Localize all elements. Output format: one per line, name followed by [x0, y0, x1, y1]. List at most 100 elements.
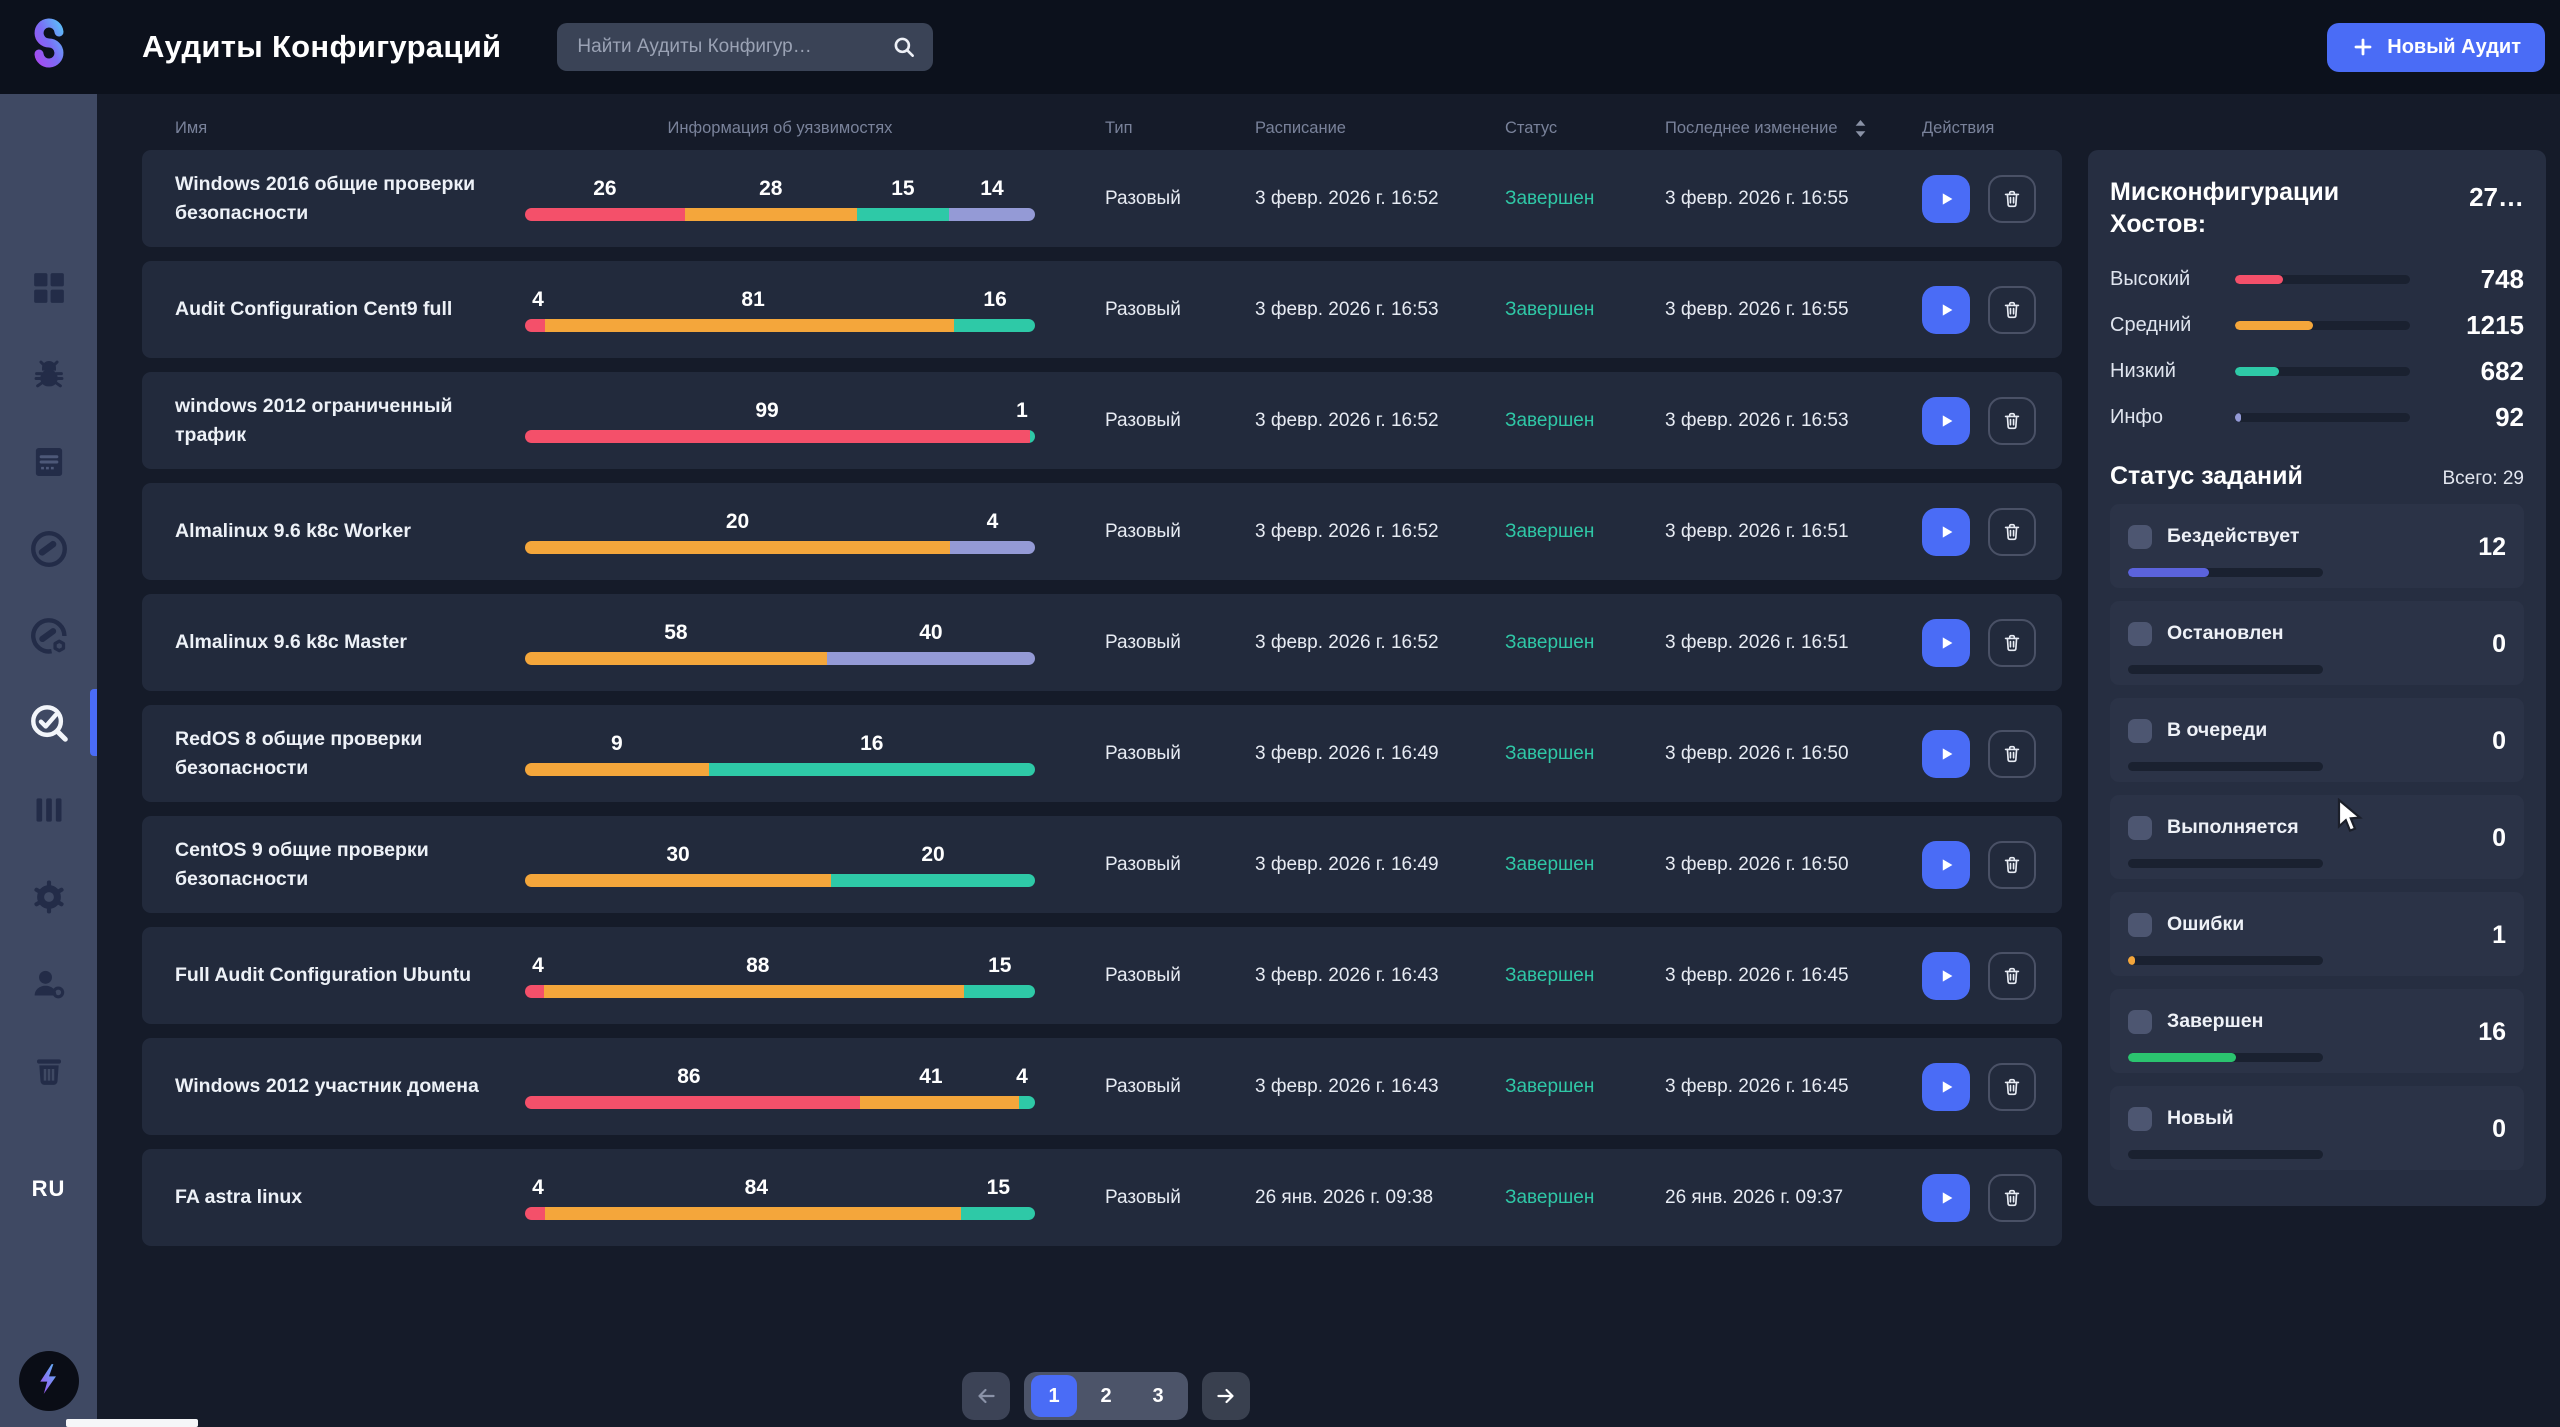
status-count: 12 [2478, 533, 2506, 561]
status-checkbox[interactable] [2128, 815, 2152, 840]
vuln-bar-segment-medium [859, 1095, 1020, 1109]
sidebar-item-users[interactable] [0, 940, 97, 1027]
vulnerability-bar: 4 88 15 [525, 954, 1035, 998]
delete-audit-button[interactable] [1988, 396, 2036, 445]
page-button-3[interactable]: 3 [1132, 1375, 1184, 1417]
task-status-card: В очереди 0 [2110, 698, 2524, 782]
sidebar-item-scan-disc[interactable] [0, 505, 97, 592]
table-row[interactable]: Full Audit Configuration Ubuntu 4 88 15 Ра… [142, 927, 2062, 1024]
delete-audit-button[interactable] [1988, 507, 2036, 556]
delete-audit-button[interactable] [1988, 618, 2036, 667]
audit-schedule: 3 февр. 2026 г. 16:52 [1255, 409, 1439, 431]
delete-audit-button[interactable] [1988, 840, 2036, 889]
status-bar-track [2128, 1052, 2323, 1062]
run-audit-button[interactable] [1922, 1173, 1970, 1222]
table-row[interactable]: Windows 2012 участник домена 86 41 4 Разов… [142, 1038, 2062, 1135]
status-bar-track [2128, 664, 2323, 674]
vulnerability-bar: 86 41 4 [525, 1065, 1035, 1109]
misconfig-row: Низкий 682 [2110, 348, 2524, 394]
app-logo[interactable] [0, 0, 97, 94]
table-row[interactable]: Windows 2016 общие проверки безопасности… [142, 150, 2062, 247]
sidebar-item-config-audits-check[interactable] [0, 679, 97, 766]
sidebar-item-dashboard[interactable] [0, 244, 97, 331]
status-count: 0 [2492, 727, 2506, 755]
status-label: Остановлен [2167, 622, 2284, 645]
sidebar-item-settings-gear[interactable] [0, 853, 97, 940]
sort-icon[interactable] [1854, 119, 1867, 138]
status-checkbox[interactable] [2128, 524, 2152, 549]
vuln-count-high: 4 [532, 953, 544, 977]
run-audit-button[interactable] [1922, 618, 1970, 667]
table-row[interactable]: Audit Configuration Cent9 full 4 81 16 Раз… [142, 261, 2062, 358]
sidebar-item-trash[interactable] [0, 1027, 97, 1114]
col-header-schedule: Расписание [1255, 118, 1346, 137]
sidebar-item-scan-settings[interactable] [0, 592, 97, 679]
run-audit-button[interactable] [1922, 1062, 1970, 1111]
new-audit-button[interactable]: Новый Аудит [2327, 22, 2545, 72]
play-icon [1935, 410, 1957, 432]
page-button-1[interactable]: 1 [1031, 1375, 1077, 1417]
run-audit-button[interactable] [1922, 174, 1970, 223]
vuln-count-info: 14 [980, 176, 1004, 200]
search-input[interactable] [577, 36, 892, 58]
page-button-2[interactable]: 2 [1080, 1375, 1132, 1417]
audit-type: Разовый [1105, 631, 1181, 653]
sidebar-item-columns[interactable] [0, 766, 97, 853]
users-icon [28, 963, 70, 1005]
table-row[interactable]: FA astra linux 4 84 15 Разовый 26 янв. 202… [142, 1149, 2062, 1246]
status-checkbox[interactable] [2128, 1106, 2152, 1131]
delete-audit-button[interactable] [1988, 729, 2036, 778]
status-count: 16 [2478, 1018, 2506, 1046]
vuln-count-medium: 30 [666, 842, 690, 866]
sidebar-item-vulnerabilities-bug[interactable] [0, 331, 97, 418]
vuln-count-medium: 81 [741, 287, 765, 311]
delete-audit-button[interactable] [1988, 174, 2036, 223]
audit-status: Завершен [1505, 1186, 1595, 1208]
user-avatar[interactable] [18, 1351, 79, 1411]
status-count: 0 [2492, 630, 2506, 658]
scan-settings-icon [27, 614, 71, 658]
arrow-left-icon [973, 1383, 999, 1409]
run-audit-button[interactable] [1922, 396, 1970, 445]
run-audit-button[interactable] [1922, 951, 1970, 1000]
table-row[interactable]: Almalinux 9.6 k8c Master 58 40 Разовый 3 … [142, 594, 2062, 691]
misconfig-bar-track [2235, 274, 2410, 284]
vuln-bar-segment-info [950, 540, 1035, 554]
table-row[interactable]: Almalinux 9.6 k8c Worker 20 4 Разовый 3 ф… [142, 483, 2062, 580]
run-audit-button[interactable] [1922, 285, 1970, 334]
status-bar-track [2128, 761, 2323, 771]
table-row[interactable]: RedOS 8 общие проверки безопасности 9 16 … [142, 705, 2062, 802]
table-header-row: Имя Информация об уязвимостях Тип Распис… [142, 110, 2062, 146]
vuln-bar-segment-medium [544, 984, 964, 998]
vuln-count-low: 1 [1016, 398, 1028, 422]
misconfig-row: Высокий 748 [2110, 256, 2524, 302]
vuln-bar-segment-high [525, 984, 545, 998]
audit-name: FA astra linux [175, 1186, 303, 1209]
table-row[interactable]: windows 2012 ограниченный трафик 99 1 Раз… [142, 372, 2062, 469]
run-audit-button[interactable] [1922, 840, 1970, 889]
sidebar-item-reports-document[interactable] [0, 418, 97, 505]
misconfig-label: Низкий [2110, 359, 2176, 382]
delete-audit-button[interactable] [1988, 1062, 2036, 1111]
run-audit-button[interactable] [1922, 729, 1970, 778]
vuln-bar-segment-low [708, 762, 1035, 776]
language-switcher[interactable]: RU [31, 1176, 66, 1201]
vuln-count-high: 26 [593, 176, 617, 200]
status-bar-fill [2128, 955, 2135, 965]
status-checkbox[interactable] [2128, 1009, 2152, 1034]
table-row[interactable]: CentOS 9 общие проверки безопасности 30 2… [142, 816, 2062, 913]
vuln-bar-segment-medium [525, 873, 831, 887]
previous-page-button[interactable] [962, 1372, 1010, 1420]
status-checkbox[interactable] [2128, 718, 2152, 743]
status-checkbox[interactable] [2128, 912, 2152, 937]
next-page-button[interactable] [1202, 1372, 1250, 1420]
run-audit-button[interactable] [1922, 507, 1970, 556]
delete-audit-button[interactable] [1988, 951, 2036, 1000]
delete-audit-button[interactable] [1988, 1173, 2036, 1222]
audit-schedule: 3 февр. 2026 г. 16:49 [1255, 853, 1439, 875]
delete-audit-button[interactable] [1988, 285, 2036, 334]
vuln-count-high: 4 [532, 1175, 544, 1199]
status-checkbox[interactable] [2128, 621, 2152, 646]
audit-table: Имя Информация об уязвимостях Тип Распис… [142, 94, 2062, 1260]
play-icon [1935, 188, 1957, 210]
